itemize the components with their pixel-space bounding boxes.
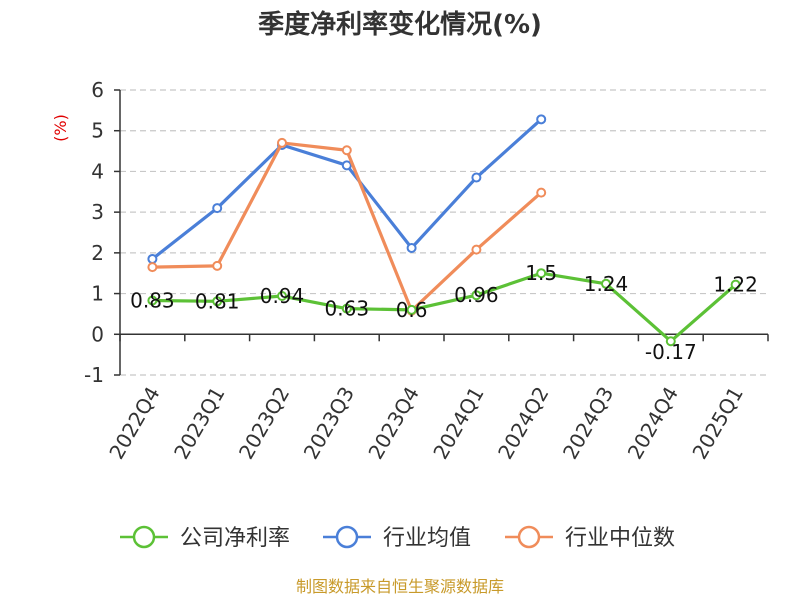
series-0 [147, 268, 741, 347]
y-tick-label: 1 [91, 282, 104, 306]
data-label: -0.17 [645, 340, 697, 364]
legend-marker [517, 525, 541, 549]
data-point[interactable] [147, 262, 158, 273]
x-tick-label: 2025Q1 [687, 383, 747, 464]
data-source-note: 制图数据来自恒生聚源数据库 [296, 577, 504, 596]
data-label: 0.63 [325, 297, 370, 321]
data-point[interactable] [147, 295, 158, 306]
legend-marker [132, 525, 156, 549]
y-tick-label: 4 [91, 159, 104, 183]
legend-label: 行业中位数 [565, 526, 675, 551]
x-tick-label: 2024Q3 [558, 383, 618, 464]
legend-item[interactable]: 行业中位数 [505, 525, 675, 551]
data-point[interactable] [406, 242, 417, 253]
series-layer [147, 114, 741, 347]
data-point[interactable] [665, 336, 676, 347]
series-line [152, 271, 737, 343]
x-tick-label: 2024Q4 [623, 383, 683, 464]
data-label: 1.5 [525, 261, 557, 285]
data-point[interactable] [730, 279, 741, 290]
y-tick-label: 0 [91, 322, 104, 346]
data-point[interactable] [601, 278, 611, 289]
series-2 [147, 137, 547, 316]
grid-layer [120, 89, 768, 376]
x-tick-label: 2022Q4 [104, 383, 164, 464]
series-line [151, 118, 543, 261]
series-1 [147, 114, 547, 264]
x-tick-label: 2023Q1 [169, 383, 229, 464]
data-point[interactable] [471, 290, 482, 301]
data-label: 1.24 [584, 272, 629, 296]
data-label: 0.6 [396, 298, 428, 322]
data-point[interactable] [212, 260, 223, 271]
legend-label: 公司净利率 [180, 526, 290, 551]
legend-item[interactable]: 公司净利率 [120, 525, 290, 551]
data-point[interactable] [212, 296, 223, 307]
data-point[interactable] [277, 291, 287, 302]
data-point[interactable] [341, 145, 352, 156]
legend-marker [335, 525, 359, 549]
data-label-layer: 0.83 0.81 0.94 0.63 0.6 0.96 1.5 1.24 -0.17 1.22 [130, 261, 758, 364]
x-tick-label: 2023Q3 [299, 383, 359, 464]
y-tick-label: 3 [91, 200, 104, 224]
x-tick-label: 2023Q2 [234, 383, 294, 464]
legend-item[interactable]: 行业均值 [323, 525, 471, 551]
data-point[interactable] [406, 304, 417, 315]
data-label: 0.96 [454, 283, 499, 307]
data-label: 0.81 [195, 289, 240, 313]
data-point[interactable] [536, 268, 547, 279]
y-tick-label: 6 [91, 78, 104, 102]
x-tick-label: 2024Q2 [493, 383, 553, 464]
y-tick-label: 2 [91, 241, 104, 265]
data-point[interactable] [147, 253, 158, 264]
y-axis-unit-label: (%) [51, 114, 70, 142]
y-tick-label: 5 [91, 119, 104, 143]
x-tick-label: 2024Q1 [428, 383, 488, 464]
y-tick-label: -1 [84, 363, 104, 387]
data-point[interactable] [536, 114, 547, 125]
data-label: 1.22 [713, 273, 758, 297]
legend: 公司净利率 行业均值 行业中位数 [120, 525, 675, 551]
data-point[interactable] [471, 172, 482, 183]
data-label: 0.83 [130, 288, 175, 312]
x-tick-label: 2023Q4 [363, 383, 423, 464]
data-point[interactable] [471, 244, 482, 255]
data-point[interactable] [536, 187, 547, 198]
data-point[interactable] [341, 303, 352, 314]
data-point[interactable] [277, 137, 287, 148]
data-point[interactable] [212, 203, 223, 214]
data-label: 0.94 [260, 284, 305, 308]
chart-title: 季度净利率变化情况(%) [258, 9, 542, 40]
data-point[interactable] [341, 160, 352, 171]
legend-label: 行业均值 [383, 526, 471, 551]
